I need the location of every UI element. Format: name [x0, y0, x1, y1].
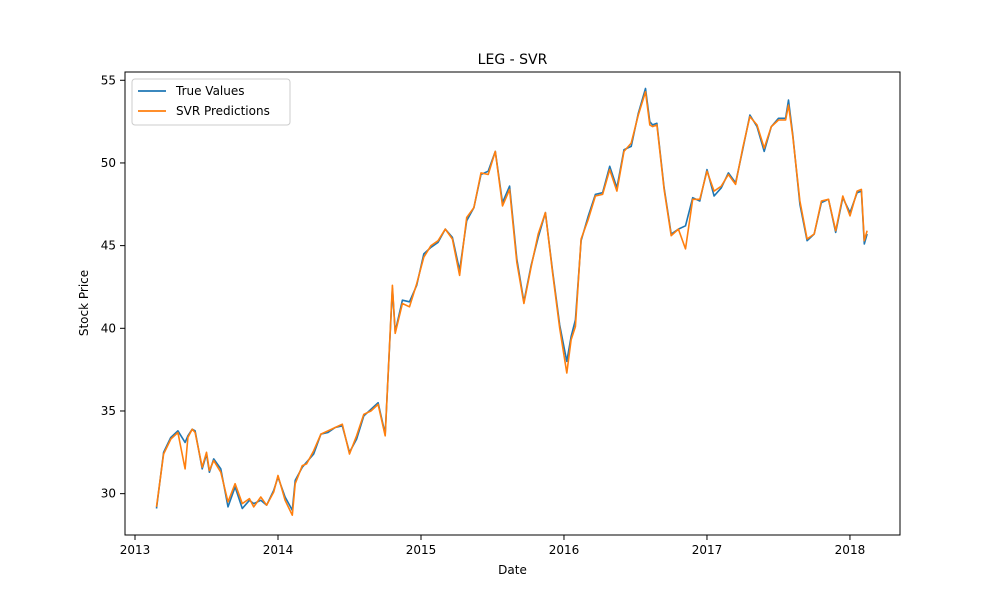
x-tick-label: 2013	[120, 543, 151, 557]
chart-title: LEG - SVR	[478, 52, 548, 68]
y-tick-label: 55	[101, 73, 116, 87]
x-tick-label: 2017	[692, 543, 723, 557]
x-tick-label: 2014	[263, 543, 294, 557]
legend-label-0: True Values	[175, 84, 245, 98]
plot-area	[124, 71, 901, 536]
y-axis-label: Stock Price	[77, 270, 91, 336]
legend-label-1: SVR Predictions	[176, 104, 270, 118]
y-tick-label: 45	[101, 239, 116, 253]
x-axis-label: Date	[498, 563, 527, 577]
legend-box	[131, 78, 291, 126]
axes-layer: 2013 2014 2015 2016 2017 2018 30 35 40 45 50 55	[101, 73, 866, 557]
series-line-1	[155, 91, 868, 517]
series-layer	[155, 87, 868, 517]
y-tick-label: 50	[101, 156, 116, 170]
plot-frame	[124, 71, 901, 536]
x-tick-label: 2018	[835, 543, 866, 557]
y-tick-label: 30	[101, 487, 116, 501]
x-tick-label: 2016	[549, 543, 580, 557]
y-tick-label: 40	[101, 321, 116, 335]
x-tick-label: 2015	[406, 543, 437, 557]
y-tick-label: 35	[101, 404, 116, 418]
legend: True Values SVR Predictions	[131, 78, 291, 126]
series-line-0	[155, 87, 868, 512]
